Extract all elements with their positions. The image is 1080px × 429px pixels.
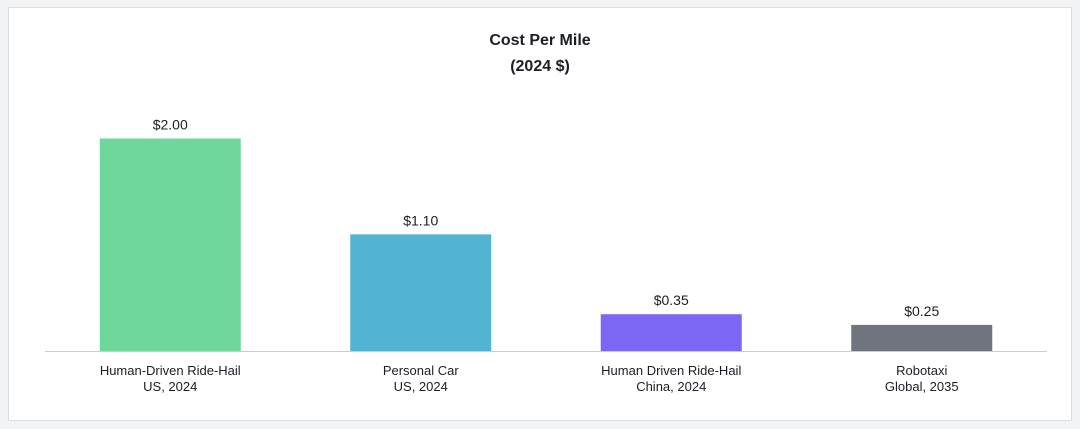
x-tick-label-4-line-1: Robotaxi [896,363,947,378]
x-tick-label-4-line-2: Global, 2035 [885,379,959,394]
data-label-1: $2.00 [153,117,188,133]
chart-title: Cost Per Mile [489,32,591,49]
x-tick-label-1-line-2: US, 2024 [143,379,197,394]
data-label-3: $0.35 [654,292,689,308]
x-tick-label-1-line-1: Human-Driven Ride-Hail [100,363,241,378]
x-tick-label-2-line-2: US, 2024 [394,379,448,394]
data-label-2: $1.10 [403,212,438,228]
x-tick-label-3-line-1: Human Driven Ride-Hail [601,363,741,378]
bar-3 [600,314,742,352]
x-tick-label-3-line-2: China, 2024 [636,379,706,394]
x-tick-label-2-line-1: Personal Car [383,363,460,378]
data-label-4: $0.25 [904,303,939,319]
chart-subtitle: (2024 $) [510,58,570,75]
bar-4 [851,324,993,352]
bar-2 [350,234,492,352]
bar-1 [99,138,241,352]
